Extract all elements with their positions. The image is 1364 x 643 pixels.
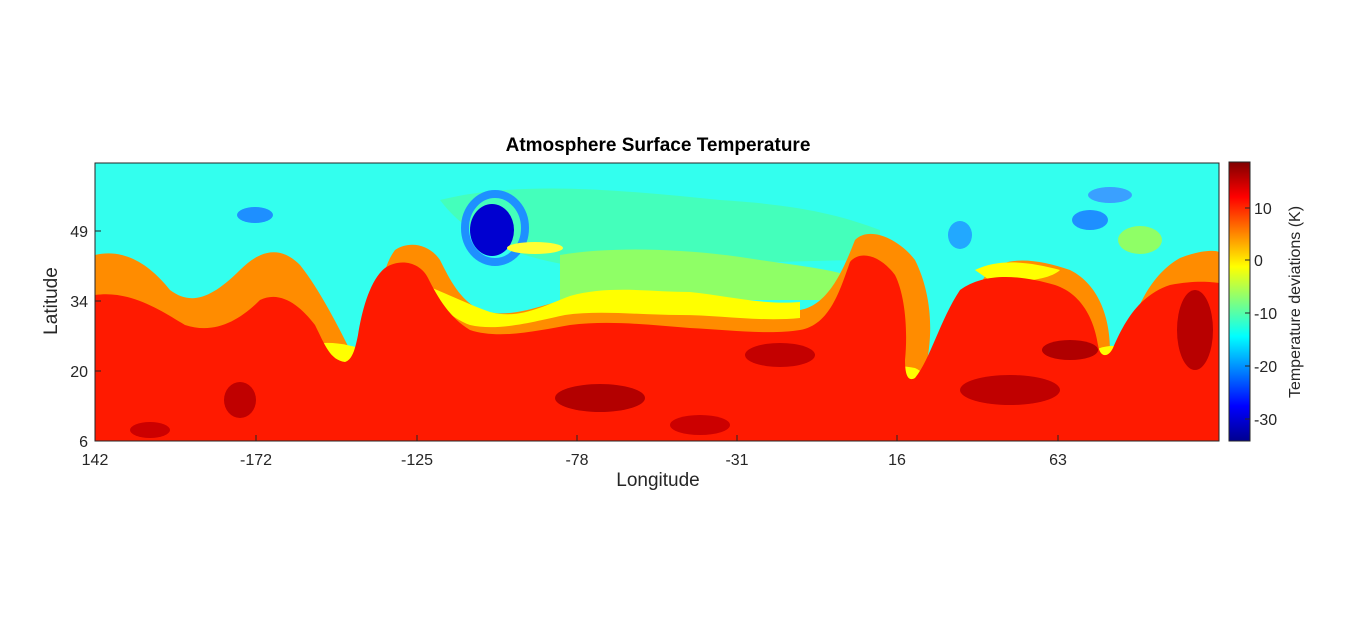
darkred-patch-5 — [1177, 290, 1213, 370]
blue-patch-3 — [1088, 187, 1132, 203]
y-tick-label: 6 — [79, 434, 88, 451]
x-tick-label: 63 — [1049, 452, 1067, 469]
front-yellow — [420, 283, 800, 328]
warm-region — [95, 255, 1219, 441]
green-spot-2 — [1118, 226, 1162, 254]
x-axis: 142 -172 -125 -78 -31 16 63 — [82, 435, 1067, 469]
x-axis-label: Longitude — [616, 470, 699, 491]
x-tick-label: 16 — [888, 452, 906, 469]
blue-vortex-halo — [461, 190, 529, 266]
x-tick-label: -125 — [401, 452, 433, 469]
darkred-patch-8 — [130, 422, 170, 438]
colorbar-label: Temperature deviations (K) — [1287, 206, 1304, 398]
darkred-patch-6 — [224, 382, 256, 418]
darkred-patch-1 — [555, 384, 645, 412]
y-tick-label: 34 — [70, 294, 88, 311]
x-tick-label: -172 — [240, 452, 272, 469]
y-tick-label: 49 — [70, 224, 88, 241]
colorbar-gradient — [1228, 161, 1251, 442]
colorbar-tick-label: 0 — [1254, 253, 1263, 270]
blue-vortex — [470, 204, 514, 256]
y-tick-label: 20 — [70, 364, 88, 381]
darkred-patch-2 — [745, 343, 815, 367]
chart-title: Atmosphere Surface Temperature — [506, 135, 811, 156]
y-axis: 49 34 20 6 — [70, 224, 101, 451]
green-spot-1 — [507, 242, 563, 254]
darkred-patch-3 — [960, 375, 1060, 405]
darkred-patch-7 — [670, 415, 730, 435]
y-axis-label: Latitude — [41, 267, 62, 335]
colorbar-tick-label: 10 — [1254, 201, 1272, 218]
blue-patch-1 — [237, 207, 273, 223]
darkred-patch-4 — [1042, 340, 1098, 360]
heatmap-field — [95, 163, 1219, 441]
colorbar-tick-label: -10 — [1254, 306, 1277, 323]
blue-patch-2 — [1072, 210, 1108, 230]
x-tick-label: -31 — [725, 452, 748, 469]
colorbar-tick-label: -20 — [1254, 359, 1277, 376]
green-patch-2 — [560, 249, 860, 300]
colorbar-tick-label: -30 — [1254, 412, 1277, 429]
blue-patch-4 — [948, 221, 972, 249]
colorbar: 10 0 -10 -20 -30 Temperature deviations … — [1228, 161, 1304, 442]
x-tick-label: -78 — [565, 452, 588, 469]
plot-frame — [94, 162, 1220, 442]
x-tick-label: 142 — [82, 452, 109, 469]
